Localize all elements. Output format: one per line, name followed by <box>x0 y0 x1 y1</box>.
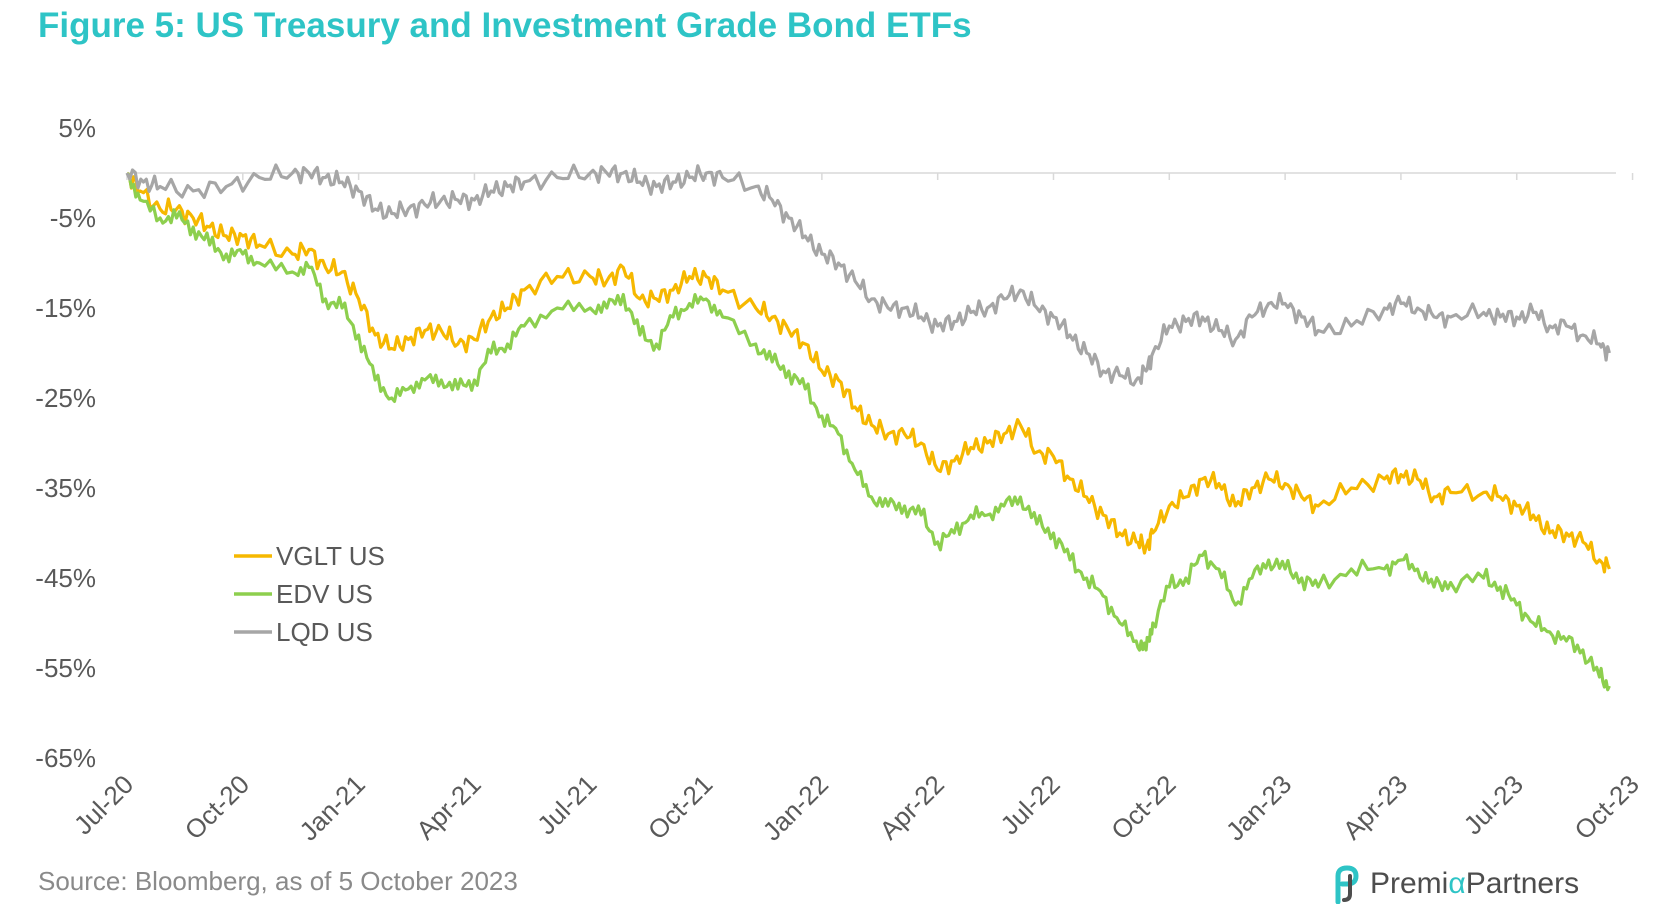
y-tick-label: -55% <box>35 653 96 683</box>
chart-title: Figure 5: US Treasury and Investment Gra… <box>38 6 972 45</box>
x-tick-label: Apr-23 <box>1337 769 1413 845</box>
x-tick-label: Jul-21 <box>531 769 602 840</box>
logo-text-b: Partners <box>1465 867 1580 900</box>
premia-partners-logo: PremiαPartners <box>1330 864 1579 904</box>
x-tick-label: Jan-22 <box>757 769 834 846</box>
y-tick-label: -65% <box>35 743 96 773</box>
line-chart: 5% -5% -15% -25% -35% -45% -55% -65% Jul-20 Oct-… <box>35 113 1645 846</box>
legend-label: VGLT US <box>276 541 385 571</box>
source-note: Source: Bloomberg, as of 5 October 2023 <box>38 866 518 896</box>
premia-partners-logo-icon <box>1335 865 1359 904</box>
legend: VGLT US EDV US LQD US <box>234 541 385 647</box>
y-tick-label: -45% <box>35 563 96 593</box>
x-axis-tick-marks <box>126 173 1634 180</box>
x-axis-tick-labels: Jul-20 Oct-20 Jan-21 Apr-21 Jul-21 Oct-21 Jan-… <box>68 769 1645 846</box>
y-tick-label: -35% <box>35 473 96 503</box>
x-tick-label: Oct-21 <box>642 769 718 845</box>
x-tick-label: Apr-22 <box>874 769 950 845</box>
y-tick-label: 5% <box>58 113 96 143</box>
x-tick-label: Apr-21 <box>410 769 486 845</box>
x-tick-label: Jul-22 <box>994 769 1065 840</box>
y-tick-label: -15% <box>35 293 96 323</box>
y-tick-label: -25% <box>35 383 96 413</box>
x-tick-label: Oct-22 <box>1105 769 1181 845</box>
x-tick-label: Jul-23 <box>1458 769 1529 840</box>
legend-label: EDV US <box>276 579 373 609</box>
series-lines <box>125 163 1611 692</box>
series-line-lqd-us <box>125 163 1611 387</box>
x-tick-label: Oct-20 <box>179 769 255 845</box>
x-tick-label: Jan-23 <box>1220 769 1297 846</box>
x-tick-label: Jan-21 <box>293 769 370 846</box>
x-tick-label: Jul-20 <box>68 769 139 840</box>
y-tick-label: -5% <box>50 203 96 233</box>
series-line-vglt-us <box>125 171 1611 574</box>
x-tick-label: Oct-23 <box>1568 769 1644 845</box>
logo-text: PremiαPartners <box>1370 867 1579 901</box>
legend-label: LQD US <box>276 617 373 647</box>
logo-text-a: Premi <box>1370 867 1449 900</box>
logo-text-alpha: α <box>1448 867 1466 900</box>
series-line-edv-us <box>125 171 1611 692</box>
y-axis-tick-labels: 5% -5% -15% -25% -35% -45% -55% -65% <box>35 113 96 773</box>
